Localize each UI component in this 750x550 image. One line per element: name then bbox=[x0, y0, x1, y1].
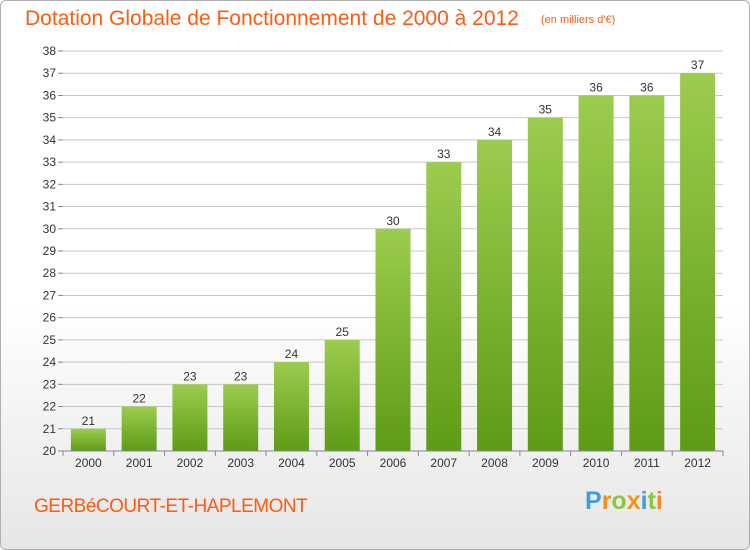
bar-2011 bbox=[629, 95, 665, 451]
bar-value-label: 34 bbox=[488, 125, 502, 139]
y-tick-label: 26 bbox=[43, 311, 57, 325]
bar-value-label: 37 bbox=[691, 58, 705, 72]
x-axis-ticks: 2000 2001 2002 2003 2004 2005 2006 2007 2008 2009… bbox=[62, 451, 724, 470]
commune-name: GERBéCOURT-ET-HAPLEMONT bbox=[34, 496, 308, 517]
chart-title: Dotation Globale de Fonctionnement de 20… bbox=[25, 7, 519, 30]
y-tick-label: 35 bbox=[43, 111, 57, 125]
bar-2007 bbox=[426, 162, 462, 451]
bar-value-label: 36 bbox=[640, 80, 654, 94]
bar-2010 bbox=[578, 95, 614, 451]
y-tick-label: 28 bbox=[43, 266, 57, 280]
bar-2012 bbox=[680, 73, 716, 451]
logo-letter: i bbox=[655, 487, 663, 515]
x-tick-label: 2000 bbox=[75, 456, 102, 470]
bar-value-label: 33 bbox=[437, 147, 451, 161]
x-tick-label: 2007 bbox=[430, 456, 457, 470]
x-tick-label: 2010 bbox=[583, 456, 610, 470]
chart-subtitle: (en milliers d'€) bbox=[541, 14, 616, 26]
bars: 21 22 23 23 24 25 30 33 34 35 36 36 37 bbox=[70, 58, 716, 452]
bar-value-label: 23 bbox=[183, 369, 197, 383]
logo-letter: P bbox=[585, 487, 602, 515]
y-tick-label: 38 bbox=[43, 44, 57, 58]
bar-value-label: 35 bbox=[539, 103, 553, 117]
y-tick-label: 32 bbox=[43, 177, 57, 191]
logo-letter: x bbox=[626, 487, 641, 515]
y-tick-label: 33 bbox=[43, 155, 57, 169]
bar-value-label: 25 bbox=[336, 325, 350, 339]
x-tick-label: 2002 bbox=[177, 456, 204, 470]
logo-letter: t bbox=[647, 487, 656, 515]
x-tick-label: 2011 bbox=[634, 456, 660, 470]
y-tick-label: 20 bbox=[43, 444, 57, 458]
x-tick-label: 2006 bbox=[380, 456, 407, 470]
x-tick-label: 2009 bbox=[532, 456, 559, 470]
bar-2009 bbox=[527, 117, 563, 452]
logo-letter: i bbox=[640, 487, 648, 515]
bar-2002 bbox=[172, 384, 208, 451]
bar-2005 bbox=[324, 339, 360, 451]
bar-value-label: 30 bbox=[386, 214, 400, 228]
y-tick-label: 34 bbox=[43, 133, 57, 147]
y-tick-label: 29 bbox=[43, 244, 57, 258]
bar-2004 bbox=[273, 362, 309, 451]
bar-value-label: 21 bbox=[82, 414, 96, 428]
y-tick-label: 21 bbox=[43, 422, 57, 436]
bar-value-label: 24 bbox=[285, 347, 299, 361]
y-tick-label: 27 bbox=[43, 288, 57, 302]
y-tick-label: 22 bbox=[43, 400, 57, 414]
x-tick-label: 2005 bbox=[329, 456, 356, 470]
bar-2000 bbox=[70, 428, 106, 451]
y-tick-label: 30 bbox=[43, 222, 57, 236]
y-tick-label: 36 bbox=[43, 88, 57, 102]
x-tick-label: 2012 bbox=[684, 456, 711, 470]
x-tick-label: 2003 bbox=[227, 456, 254, 470]
bar-value-label: 36 bbox=[589, 80, 603, 94]
x-tick-label: 2004 bbox=[278, 456, 305, 470]
bar-2001 bbox=[121, 406, 157, 451]
bar-2006 bbox=[375, 228, 411, 451]
y-tick-label: 23 bbox=[43, 377, 57, 391]
proxiti-logo: Proxiti bbox=[585, 487, 663, 516]
x-tick-label: 2008 bbox=[481, 456, 508, 470]
bar-2003 bbox=[223, 384, 259, 451]
y-tick-label: 25 bbox=[43, 333, 57, 347]
logo-letter: o bbox=[611, 487, 627, 515]
x-tick-label: 2001 bbox=[126, 456, 153, 470]
y-axis-ticks: 20 21 22 23 24 25 26 27 28 29 30 31 32 33 34 35 36 37 38 bbox=[43, 44, 63, 458]
y-tick-label: 31 bbox=[43, 200, 57, 214]
y-tick-label: 24 bbox=[43, 355, 57, 369]
bar-2008 bbox=[477, 139, 513, 451]
logo-letter: r bbox=[601, 487, 612, 515]
y-tick-label: 37 bbox=[43, 66, 57, 80]
bar-value-label: 23 bbox=[234, 369, 248, 383]
bar-value-label: 22 bbox=[132, 392, 146, 406]
